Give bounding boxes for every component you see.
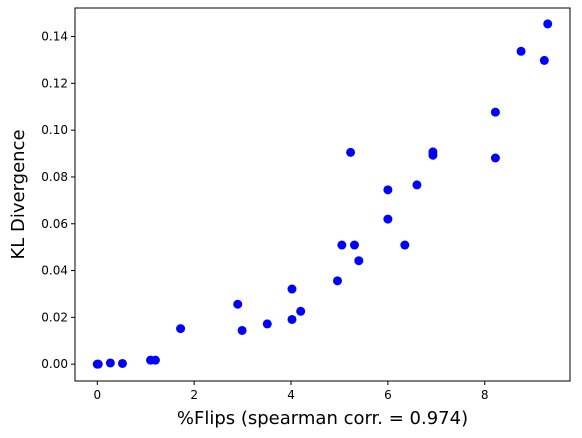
data-point bbox=[428, 150, 438, 160]
data-point bbox=[262, 319, 272, 329]
data-point bbox=[176, 324, 186, 334]
y-tick-label: 0.04 bbox=[41, 264, 68, 278]
data-point bbox=[296, 306, 306, 316]
data-point bbox=[516, 46, 526, 56]
y-tick-label: 0.10 bbox=[41, 123, 68, 137]
plot-frame bbox=[74, 7, 571, 382]
data-point bbox=[490, 153, 500, 163]
data-points bbox=[92, 19, 553, 369]
axis-ticks: 0 2 4 6 8 0.00 0.02 0.04 0.06 0.08 0.10 0.12 0.14 bbox=[41, 30, 488, 402]
data-point bbox=[287, 314, 297, 324]
data-point bbox=[237, 325, 247, 335]
x-tick-label: 6 bbox=[384, 388, 392, 402]
data-point bbox=[337, 240, 347, 250]
data-point bbox=[539, 55, 549, 65]
data-point bbox=[383, 214, 393, 224]
x-tick-label: 0 bbox=[93, 388, 101, 402]
data-point bbox=[105, 358, 115, 368]
y-axis-label: KL Divergence bbox=[8, 129, 29, 259]
data-point bbox=[150, 355, 160, 365]
data-point bbox=[412, 180, 422, 190]
data-point bbox=[383, 185, 393, 195]
data-point bbox=[233, 299, 243, 309]
x-tick-label: 4 bbox=[287, 388, 295, 402]
y-tick-label: 0.00 bbox=[41, 357, 68, 371]
y-tick-label: 0.06 bbox=[41, 217, 68, 231]
data-point bbox=[349, 240, 359, 250]
data-point bbox=[543, 19, 553, 29]
y-tick-label: 0.08 bbox=[41, 170, 68, 184]
data-point bbox=[287, 284, 297, 294]
data-point bbox=[346, 147, 356, 157]
data-point bbox=[490, 107, 500, 117]
data-point bbox=[333, 276, 343, 286]
y-tick-label: 0.02 bbox=[41, 310, 68, 324]
x-axis-label: %Flips (spearman corr. = 0.974) bbox=[177, 408, 468, 429]
data-point bbox=[400, 240, 410, 250]
x-tick-label: 8 bbox=[481, 388, 489, 402]
data-point bbox=[93, 359, 103, 369]
data-point bbox=[354, 256, 364, 266]
y-tick-label: 0.12 bbox=[41, 76, 68, 90]
y-tick-label: 0.14 bbox=[41, 30, 68, 44]
data-point bbox=[117, 358, 127, 368]
x-tick-label: 2 bbox=[190, 388, 198, 402]
